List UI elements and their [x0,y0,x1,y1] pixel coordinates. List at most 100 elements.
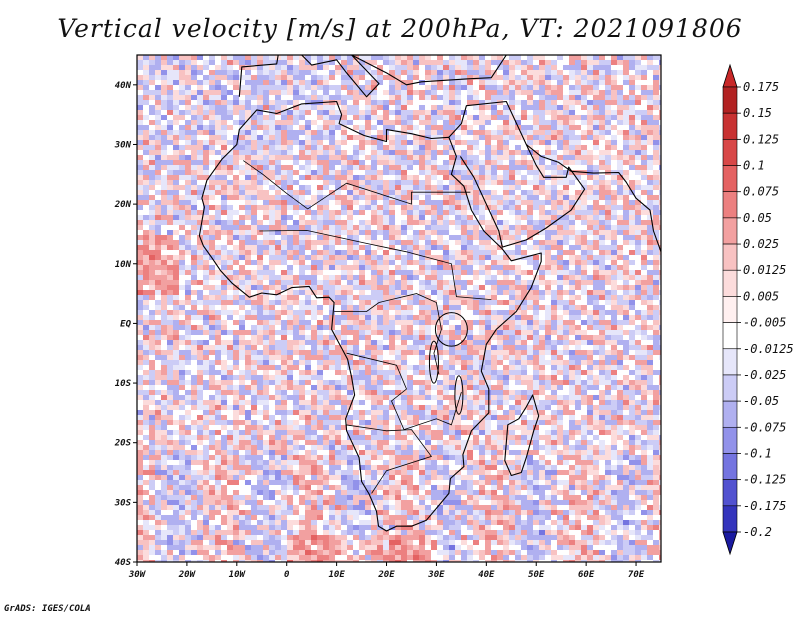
field-cell [515,315,522,321]
field-cell [623,295,630,301]
field-cell [395,235,402,241]
field-cell [455,260,462,266]
field-cell [629,185,636,191]
field-cell [533,65,540,71]
field-cell [503,165,510,171]
field-cell [659,160,661,166]
field-cell [203,145,210,151]
field-cell [209,305,216,311]
field-cell [209,135,216,141]
field-cell [191,205,198,211]
field-cell [521,210,528,216]
field-cell [425,225,432,231]
field-cell [563,80,570,86]
field-cell [557,305,564,311]
field-cell [647,110,654,116]
field-cell [425,60,432,66]
field-cell [239,130,246,136]
field-cell [233,185,240,191]
field-cell [335,140,342,146]
field-cell [407,55,414,61]
field-cell [557,190,564,196]
field-cell [311,290,318,296]
field-cell [521,145,528,151]
field-cell [587,245,594,251]
field-cell [581,65,588,71]
field-cell [239,230,246,236]
field-cell [353,80,360,86]
field-cell [551,90,558,96]
field-cell [173,270,180,276]
field-cell [395,65,402,71]
field-cell [443,185,450,191]
field-cell [617,260,624,266]
field-cell [407,330,414,336]
field-cell [617,175,624,181]
field-cell [365,210,372,216]
field-cell [323,100,330,106]
field-cell [155,245,162,251]
field-cell [251,160,258,166]
field-cell [353,270,360,276]
field-cell [533,250,540,256]
field-cell [431,105,438,111]
field-cell [281,55,288,61]
field-cell [293,70,300,76]
field-cell [605,60,612,66]
field-cell [431,145,438,151]
field-cell [323,335,330,341]
field-cell [239,95,246,101]
field-cell [203,140,210,146]
field-cell [653,265,660,271]
field-cell [311,165,318,171]
field-cell [257,305,264,311]
field-cell [287,260,294,266]
field-cell [389,250,396,256]
field-cell [359,85,366,91]
field-cell [341,230,348,236]
field-cell [587,60,594,66]
field-cell [377,310,384,316]
field-cell [521,245,528,251]
field-cell [467,150,474,156]
field-cell [653,300,660,306]
field-cell [173,100,180,106]
field-cell [455,105,462,111]
field-cell [263,295,270,301]
field-cell [395,275,402,281]
field-cell [227,300,234,306]
field-cell [599,70,606,76]
field-cell [629,135,636,141]
field-cell [143,85,150,91]
field-cell [503,105,510,111]
field-cell [197,200,204,206]
field-cell [203,75,210,81]
field-cell [149,225,156,231]
field-cell [257,180,264,186]
field-cell [209,100,216,106]
field-cell [407,160,414,166]
field-cell [563,325,570,331]
field-cell [377,300,384,306]
field-cell [419,125,426,131]
field-cell [293,170,300,176]
field-cell [437,270,444,276]
field-cell [257,135,264,141]
field-cell [155,320,162,326]
field-cell [227,145,234,151]
field-cell [623,280,630,286]
field-cell [623,95,630,101]
field-cell [341,170,348,176]
field-cell [137,280,144,286]
field-cell [599,270,606,276]
field-cell [341,255,348,261]
field-cell [197,135,204,141]
field-cell [251,290,258,296]
field-cell [581,180,588,186]
field-cell [461,65,468,71]
field-cell [449,155,456,161]
field-cell [269,65,276,71]
field-cell [227,130,234,136]
field-cell [353,110,360,116]
field-cell [491,95,498,101]
